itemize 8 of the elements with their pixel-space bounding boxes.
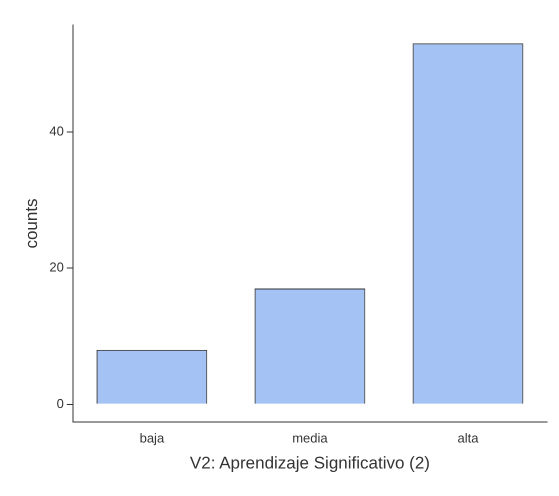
x-tick-label: media (292, 430, 328, 446)
x-tick-label: alta (457, 430, 480, 446)
y-tick-label: 20 (49, 260, 64, 275)
x-tick-label: baja (140, 430, 165, 446)
y-tick-label: 0 (56, 396, 64, 411)
y-axis-title: counts (22, 198, 41, 249)
y-tick-label: 40 (49, 123, 64, 138)
x-axis-title: V2: Aprendizaje Significativo (2) (190, 453, 430, 472)
